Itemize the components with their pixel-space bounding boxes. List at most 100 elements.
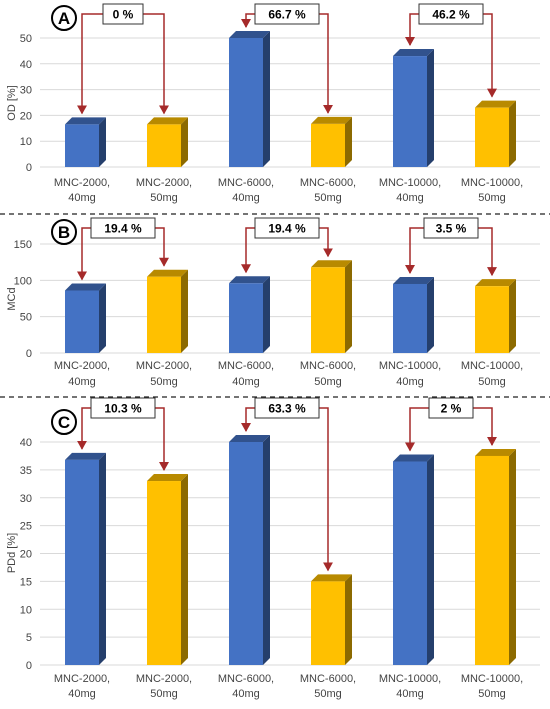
y-tick-label: 40 — [20, 437, 32, 449]
annotation-arrow — [77, 13, 103, 115]
bar-top — [229, 276, 270, 284]
annotation-arrow — [319, 407, 333, 572]
bar-front — [475, 286, 509, 353]
x-tick-label-line2: 50mg — [478, 688, 506, 700]
annotation-box — [90, 217, 156, 239]
annotation-arrow — [77, 407, 91, 450]
bar-side — [181, 117, 188, 167]
x-tick-label-line2: 50mg — [314, 688, 342, 700]
bar — [393, 49, 434, 168]
x-tick-label-line2: 40mg — [232, 688, 260, 700]
x-tick-label: MNC-10000, — [461, 360, 523, 372]
change-annotation: 19.4 % — [241, 217, 333, 274]
bar-side — [181, 474, 188, 665]
panel-label: C — [58, 413, 70, 432]
annotation-box — [254, 3, 320, 25]
annotation-box — [90, 397, 156, 419]
x-tick-label-line2: 40mg — [396, 376, 424, 388]
bar-side — [345, 574, 352, 665]
bar-top — [475, 279, 516, 287]
bar-side — [99, 283, 106, 353]
bar-front — [65, 459, 99, 665]
x-tick-label: MNC-6000, — [218, 673, 274, 685]
bar-top — [147, 474, 188, 482]
change-annotation: 66.7 % — [241, 3, 333, 114]
x-tick-label: MNC-2000, — [54, 673, 110, 685]
y-axis-title: OD [%] — [6, 85, 18, 120]
bar-top — [65, 117, 106, 125]
annotation-box — [418, 3, 484, 25]
x-tick-label-line2: 40mg — [232, 376, 260, 388]
x-tick-label: MNC-10000, — [379, 360, 441, 372]
y-tick-label: 0 — [26, 348, 32, 360]
x-tick-label: MNC-10000, — [379, 673, 441, 685]
change-annotation: 19.4 % — [77, 217, 169, 281]
annotation-box — [102, 3, 144, 25]
y-tick-label: 100 — [14, 275, 32, 287]
x-tick-label-line2: 50mg — [314, 192, 342, 204]
annotation-box — [254, 397, 320, 419]
y-tick-label: 40 — [20, 59, 32, 71]
bar — [65, 117, 106, 167]
x-tick-label-line2: 40mg — [68, 376, 96, 388]
panel-label: A — [58, 9, 70, 28]
x-tick-label: MNC-2000, — [136, 673, 192, 685]
change-annotation: 10.3 % — [77, 397, 169, 472]
y-tick-label: 5 — [26, 632, 32, 644]
bar-front — [65, 124, 99, 167]
bar-side — [263, 31, 270, 167]
bar — [147, 117, 188, 167]
y-tick-label: 15 — [20, 576, 32, 588]
chart-panel-b: 0 50 100 150 MCd B MNC-2000, 40mg MNC-2000, 50mg M… — [6, 217, 540, 388]
y-tick-label: 20 — [20, 549, 32, 561]
annotation-arrow — [241, 227, 255, 274]
bar-top — [147, 269, 188, 277]
x-tick-label-line2: 50mg — [150, 192, 178, 204]
bar-front — [147, 276, 181, 353]
bar-side — [99, 452, 106, 665]
bar-side — [181, 269, 188, 353]
change-annotation: 46.2 % — [405, 3, 497, 98]
bar — [475, 279, 516, 353]
y-tick-label: 30 — [20, 493, 32, 505]
bar — [311, 260, 352, 353]
bar — [229, 276, 270, 353]
x-tick-label-line2: 40mg — [396, 688, 424, 700]
x-tick-label-line2: 40mg — [396, 192, 424, 204]
annotation-box — [428, 397, 474, 419]
y-axis-title: PDd [%] — [6, 533, 18, 573]
annotation-arrow — [405, 407, 429, 452]
bar-top — [393, 276, 434, 284]
annotation-arrow — [473, 407, 497, 446]
x-tick-label-line2: 40mg — [68, 192, 96, 204]
bar-side — [263, 276, 270, 353]
x-tick-label-line2: 50mg — [478, 192, 506, 204]
bar — [65, 283, 106, 353]
annotation-label: 3.5 % — [436, 222, 467, 236]
x-tick-label-line2: 50mg — [150, 688, 178, 700]
y-tick-label: 10 — [20, 136, 32, 148]
annotation-box — [254, 217, 320, 239]
annotation-arrow — [155, 227, 169, 267]
annotation-arrow — [319, 13, 333, 114]
y-tick-label: 10 — [20, 604, 32, 616]
x-tick-label: MNC-2000, — [136, 177, 192, 189]
x-tick-label: MNC-6000, — [218, 177, 274, 189]
bar-top — [65, 452, 106, 460]
bar-side — [427, 276, 434, 353]
x-tick-label: MNC-10000, — [461, 673, 523, 685]
y-tick-label: 0 — [26, 660, 32, 672]
x-tick-label: MNC-6000, — [300, 360, 356, 372]
annotation-arrow — [483, 13, 497, 98]
y-tick-label: 20 — [20, 110, 32, 122]
annotation-box — [423, 217, 479, 239]
annotation-arrow — [405, 227, 424, 274]
annotation-label: 0 % — [113, 8, 134, 22]
x-tick-label: MNC-6000, — [300, 177, 356, 189]
bar-front — [65, 290, 99, 353]
annotation-label: 63.3 % — [268, 402, 306, 416]
bar-top — [147, 117, 188, 125]
bar-side — [263, 435, 270, 665]
